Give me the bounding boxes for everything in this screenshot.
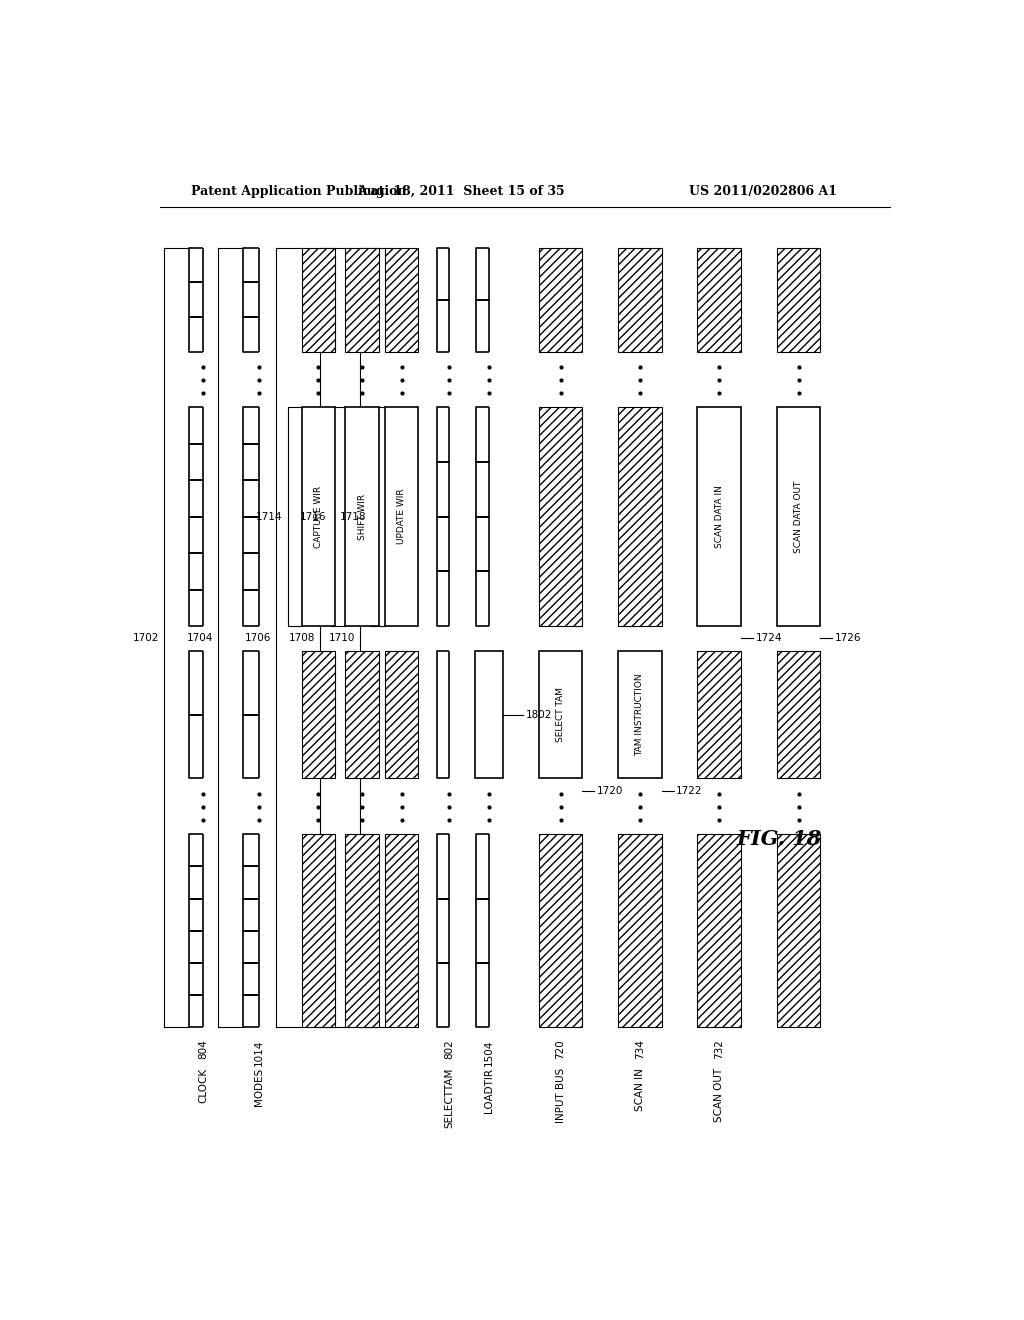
Bar bbox=[345, 834, 379, 1027]
Text: 1710: 1710 bbox=[329, 632, 355, 643]
Text: FIG. 18: FIG. 18 bbox=[736, 829, 821, 849]
Bar bbox=[618, 651, 662, 779]
Bar bbox=[302, 651, 335, 779]
Text: SELECTTAM: SELECTTAM bbox=[444, 1068, 455, 1129]
Bar bbox=[697, 248, 741, 351]
Bar bbox=[697, 834, 741, 1027]
Text: 1802: 1802 bbox=[525, 710, 552, 719]
Bar bbox=[539, 408, 583, 626]
Bar bbox=[697, 408, 741, 626]
Text: 1716: 1716 bbox=[300, 512, 327, 521]
Bar bbox=[777, 248, 820, 351]
Bar bbox=[475, 651, 503, 779]
Text: US 2011/0202806 A1: US 2011/0202806 A1 bbox=[689, 185, 837, 198]
Text: 802: 802 bbox=[444, 1040, 455, 1060]
Text: MODES: MODES bbox=[254, 1068, 264, 1106]
Bar bbox=[385, 834, 419, 1027]
Bar bbox=[618, 408, 662, 626]
Bar bbox=[302, 834, 335, 1027]
Text: SCAN DATA IN: SCAN DATA IN bbox=[715, 486, 724, 548]
Text: 732: 732 bbox=[714, 1040, 724, 1060]
Text: TAM INSTRUCTION: TAM INSTRUCTION bbox=[635, 673, 644, 756]
Bar bbox=[345, 248, 379, 351]
Bar bbox=[697, 651, 741, 779]
Text: INPUT BUS: INPUT BUS bbox=[555, 1068, 565, 1123]
Bar bbox=[777, 408, 820, 626]
Text: 720: 720 bbox=[555, 1040, 565, 1060]
Bar bbox=[302, 408, 335, 626]
Text: UPDATE WIR: UPDATE WIR bbox=[397, 488, 407, 544]
Text: SCAN IN: SCAN IN bbox=[635, 1068, 645, 1111]
Text: SCAN OUT: SCAN OUT bbox=[714, 1068, 724, 1122]
Text: 1722: 1722 bbox=[676, 785, 702, 796]
Text: SELECT TAM: SELECT TAM bbox=[556, 688, 565, 742]
Text: 1702: 1702 bbox=[132, 632, 159, 643]
Text: 1720: 1720 bbox=[597, 785, 623, 796]
Text: Aug. 18, 2011  Sheet 15 of 35: Aug. 18, 2011 Sheet 15 of 35 bbox=[357, 185, 565, 198]
Text: LOADTIR: LOADTIR bbox=[484, 1068, 495, 1113]
Text: 734: 734 bbox=[635, 1040, 645, 1060]
Text: 1708: 1708 bbox=[289, 632, 315, 643]
Text: CAPTURE WIR: CAPTURE WIR bbox=[314, 486, 323, 548]
Bar bbox=[777, 834, 820, 1027]
Bar bbox=[385, 408, 419, 626]
Text: 1706: 1706 bbox=[246, 632, 271, 643]
Text: 804: 804 bbox=[199, 1040, 209, 1060]
Text: 1014: 1014 bbox=[254, 1040, 264, 1067]
Bar bbox=[618, 248, 662, 351]
Text: 1718: 1718 bbox=[340, 512, 366, 521]
Text: 1714: 1714 bbox=[256, 512, 283, 521]
Bar bbox=[345, 651, 379, 779]
Bar bbox=[539, 651, 583, 779]
Text: 1724: 1724 bbox=[756, 634, 782, 643]
Text: SHIFT WIR: SHIFT WIR bbox=[357, 494, 367, 540]
Text: 1704: 1704 bbox=[186, 632, 213, 643]
Bar bbox=[302, 248, 335, 351]
Bar bbox=[385, 651, 419, 779]
Bar bbox=[539, 834, 583, 1027]
Text: Patent Application Publication: Patent Application Publication bbox=[191, 185, 407, 198]
Text: CLOCK: CLOCK bbox=[199, 1068, 209, 1104]
Bar bbox=[539, 248, 583, 351]
Bar bbox=[618, 834, 662, 1027]
Text: 1726: 1726 bbox=[835, 634, 861, 643]
Text: SCAN DATA OUT: SCAN DATA OUT bbox=[794, 480, 803, 553]
Bar bbox=[385, 248, 419, 351]
Bar bbox=[777, 651, 820, 779]
Text: 1504: 1504 bbox=[484, 1040, 495, 1067]
Bar bbox=[345, 408, 379, 626]
